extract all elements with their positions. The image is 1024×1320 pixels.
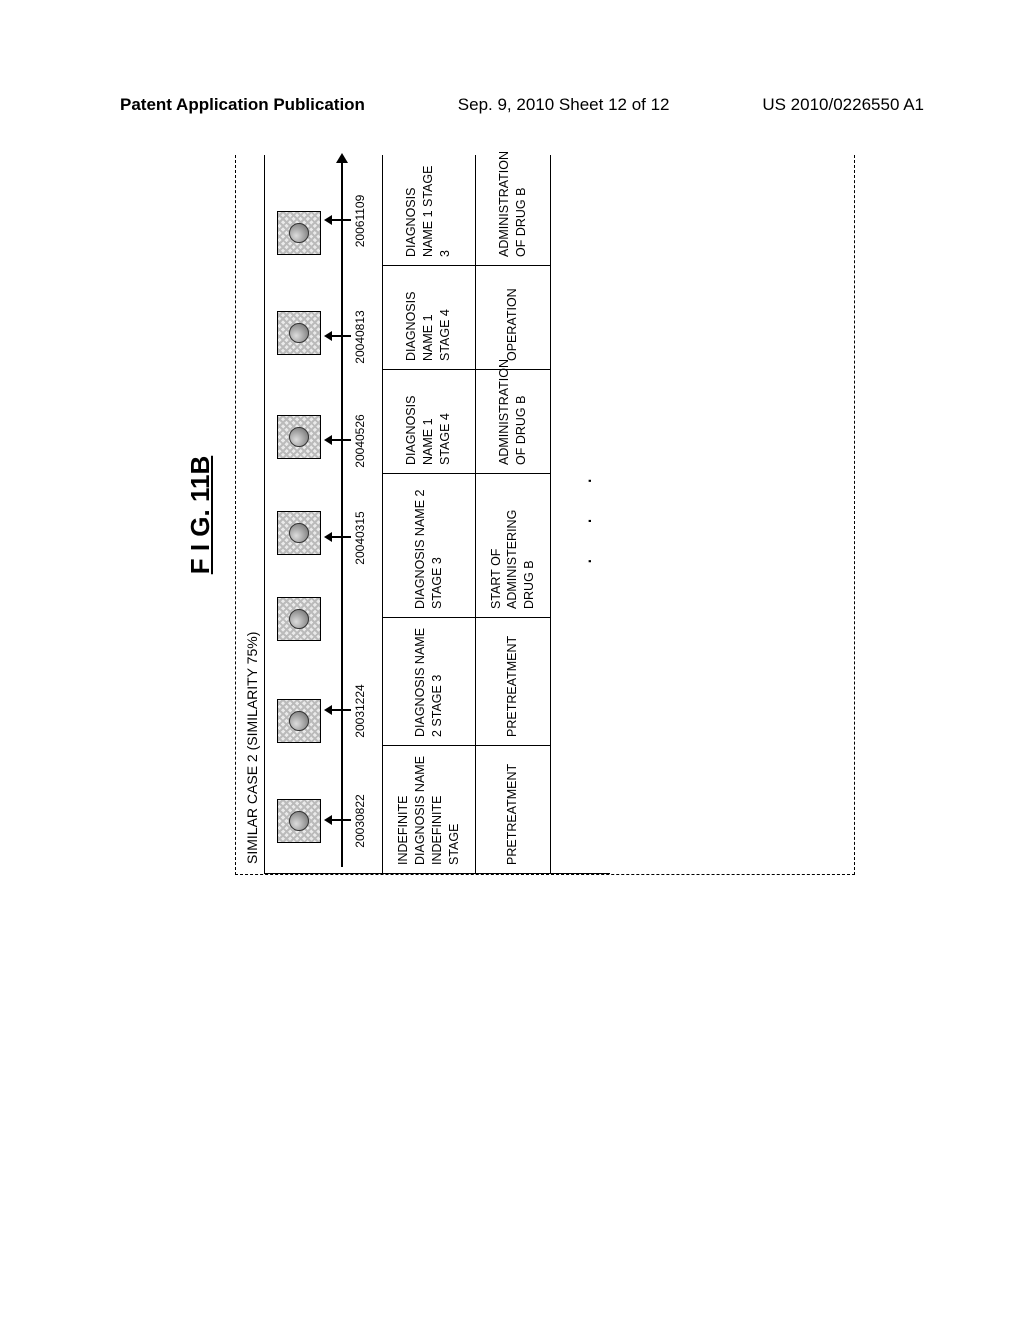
timeline-tick (331, 219, 351, 221)
ellipsis-icon: . . . (571, 464, 597, 565)
timeline-date: 20040813 (353, 310, 367, 363)
case-label: SIMILAR CASE 2 (SIMILARITY 75%) (236, 155, 264, 874)
thumbnail-image (277, 699, 321, 743)
timeline-arrow-icon (336, 153, 348, 163)
treat-cell: START OF ADMINISTERING DRUG B (476, 473, 551, 617)
figure-title: F I G. 11B (185, 155, 216, 875)
rotated-figure: F I G. 11B SIMILAR CASE 2 (SIMILARITY 75… (225, 155, 855, 875)
diag-cell: DIAGNOSIS NAME 2 STAGE 3 (383, 473, 475, 617)
dashed-frame: SIMILAR CASE 2 (SIMILARITY 75%) 20030822… (235, 155, 855, 875)
diag-cell: DIAGNOSIS NAME 1 STAGE 4 (383, 369, 475, 473)
header-right: US 2010/0226550 A1 (762, 95, 924, 115)
treat-cell: ADMINISTRATION OF DRUG B (476, 143, 551, 265)
thumbnail-image (277, 211, 321, 255)
header-left: Patent Application Publication (120, 95, 365, 115)
treatment-row: PRETREATMENT PRETREATMENT START OF ADMIN… (475, 155, 551, 874)
timeline-row: 20030822 20031224 20040315 20040526 20040813… (264, 155, 382, 874)
timeline-tick (331, 709, 351, 711)
thumbnail-image (277, 597, 321, 641)
timeline-date: 20031224 (353, 684, 367, 737)
timeline-date: 20040315 (353, 511, 367, 564)
timeline-axis (341, 155, 343, 867)
diag-cell: DIAGNOSIS NAME 2 STAGE 3 (383, 617, 475, 745)
diagnosis-row: INDEFINITE DIAGNOSIS NAME INDEFINITE STA… (382, 155, 475, 874)
thumbnail-image (277, 799, 321, 843)
timeline-tick (331, 819, 351, 821)
thumbnail-image (277, 311, 321, 355)
timeline-date: 20040526 (353, 414, 367, 467)
diag-cell: DIAGNOSIS NAME 1 STAGE 3 (383, 155, 475, 265)
diag-cell: DIAGNOSIS NAME 1 STAGE 4 (383, 265, 475, 369)
thumbnail-image (277, 415, 321, 459)
treat-cell: ADMINISTRATION OF DRUG B (476, 369, 551, 473)
timeline-date: 20030822 (353, 794, 367, 847)
timeline-tick (331, 335, 351, 337)
continuation-row: . . . (550, 155, 610, 874)
timeline-date: 20061109 (353, 195, 367, 248)
treat-cell: OPERATION (476, 265, 551, 369)
page-header: Patent Application Publication Sep. 9, 2… (0, 95, 1024, 115)
header-center: Sep. 9, 2010 Sheet 12 of 12 (458, 95, 670, 115)
timeline-tick (331, 439, 351, 441)
treat-cell: PRETREATMENT (476, 745, 551, 873)
diag-cell: INDEFINITE DIAGNOSIS NAME INDEFINITE STA… (383, 745, 475, 873)
timeline-tick (331, 536, 351, 538)
treat-cell: PRETREATMENT (476, 617, 551, 745)
thumbnail-image (277, 511, 321, 555)
